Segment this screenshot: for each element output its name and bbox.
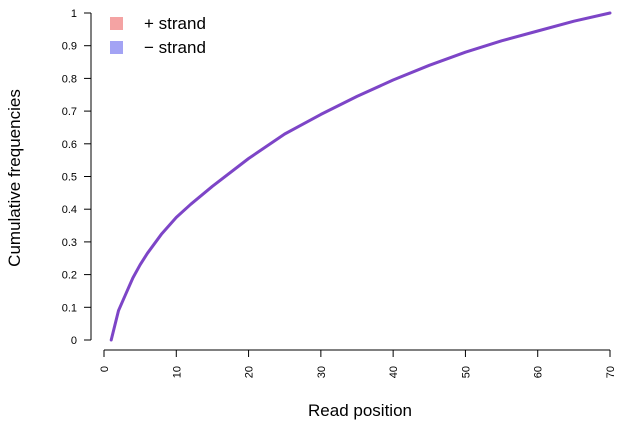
y-tick-label: 0.3 xyxy=(62,237,77,249)
x-tick-label: 40 xyxy=(388,366,400,378)
y-tick-label: 0.8 xyxy=(62,73,77,85)
legend-label: + strand xyxy=(144,14,206,33)
y-tick-label: 0.4 xyxy=(62,204,77,216)
legend-swatch xyxy=(110,17,123,30)
x-axis: 0 10 20 30 40 50 60 70 xyxy=(99,349,617,378)
x-tick-label: 0 xyxy=(99,366,111,372)
legend-label: − strand xyxy=(144,38,206,57)
x-tick-label: 50 xyxy=(460,366,472,378)
legend-swatch xyxy=(110,41,123,54)
y-tick-label: 0.1 xyxy=(62,302,77,314)
plot-area xyxy=(109,11,612,342)
y-axis-title: Cumulative frequencies xyxy=(5,89,24,267)
x-tick-label: 30 xyxy=(316,366,328,378)
x-tick-label: 60 xyxy=(533,366,545,378)
y-tick-label: 0 xyxy=(71,335,77,347)
x-tick-label: 10 xyxy=(171,366,183,378)
x-axis-title: Read position xyxy=(308,401,412,420)
y-tick-label: 0.7 xyxy=(62,106,77,118)
y-tick-label: 0.6 xyxy=(62,139,77,151)
x-tick-label: 20 xyxy=(244,366,256,378)
x-tick-label: 70 xyxy=(605,366,617,378)
y-tick-label: 0.9 xyxy=(62,41,77,53)
y-tick-label: 0.5 xyxy=(62,172,77,184)
legend: + strand − strand xyxy=(110,14,206,57)
series-line xyxy=(109,11,612,342)
y-tick-label: 1 xyxy=(71,8,77,20)
y-axis: 0 0.1 0.2 0.3 0.4 0.5 0.6 0.7 0.8 0.9 1 xyxy=(62,8,92,347)
y-tick-label: 0.2 xyxy=(62,270,77,282)
